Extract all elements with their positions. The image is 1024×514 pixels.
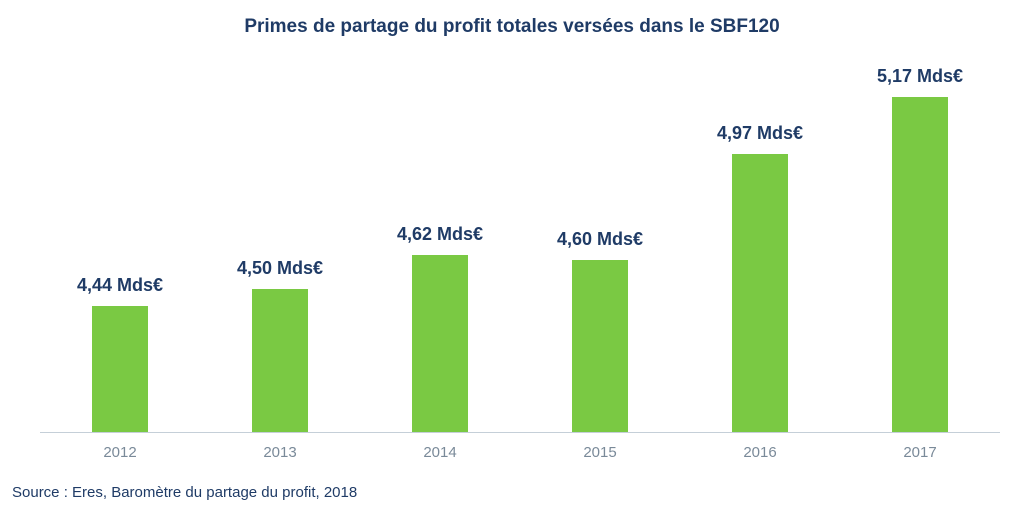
bar-2014 <box>412 255 468 432</box>
x-axis-baseline <box>40 432 1000 433</box>
bar-2013 <box>252 289 308 432</box>
bar-value-label: 4,97 Mds€ <box>690 123 830 144</box>
x-axis-label: 2015 <box>550 444 650 461</box>
bar-2015 <box>572 260 628 432</box>
x-axis-label: 2012 <box>70 444 170 461</box>
x-axis-label: 2014 <box>390 444 490 461</box>
x-axis-label: 2016 <box>710 444 810 461</box>
profit-sharing-bar-chart: Primes de partage du profit totales vers… <box>0 0 1024 514</box>
bar-value-label: 4,44 Mds€ <box>50 275 190 296</box>
bar-value-label: 4,60 Mds€ <box>530 229 670 250</box>
bar-2016 <box>732 154 788 432</box>
bar-2017 <box>892 97 948 432</box>
bar-value-label: 4,50 Mds€ <box>210 258 350 279</box>
chart-title: Primes de partage du profit totales vers… <box>0 16 1024 38</box>
x-axis-label: 2013 <box>230 444 330 461</box>
chart-source: Source : Eres, Baromètre du partage du p… <box>12 484 357 501</box>
bar-value-label: 5,17 Mds€ <box>850 66 990 87</box>
bar-2012 <box>92 306 148 432</box>
plot-area: 4,44 Mds€ 4,50 Mds€ 4,62 Mds€ 4,60 Mds€ 4,97… <box>40 60 1000 432</box>
x-axis-label: 2017 <box>870 444 970 461</box>
bar-value-label: 4,62 Mds€ <box>370 224 510 245</box>
